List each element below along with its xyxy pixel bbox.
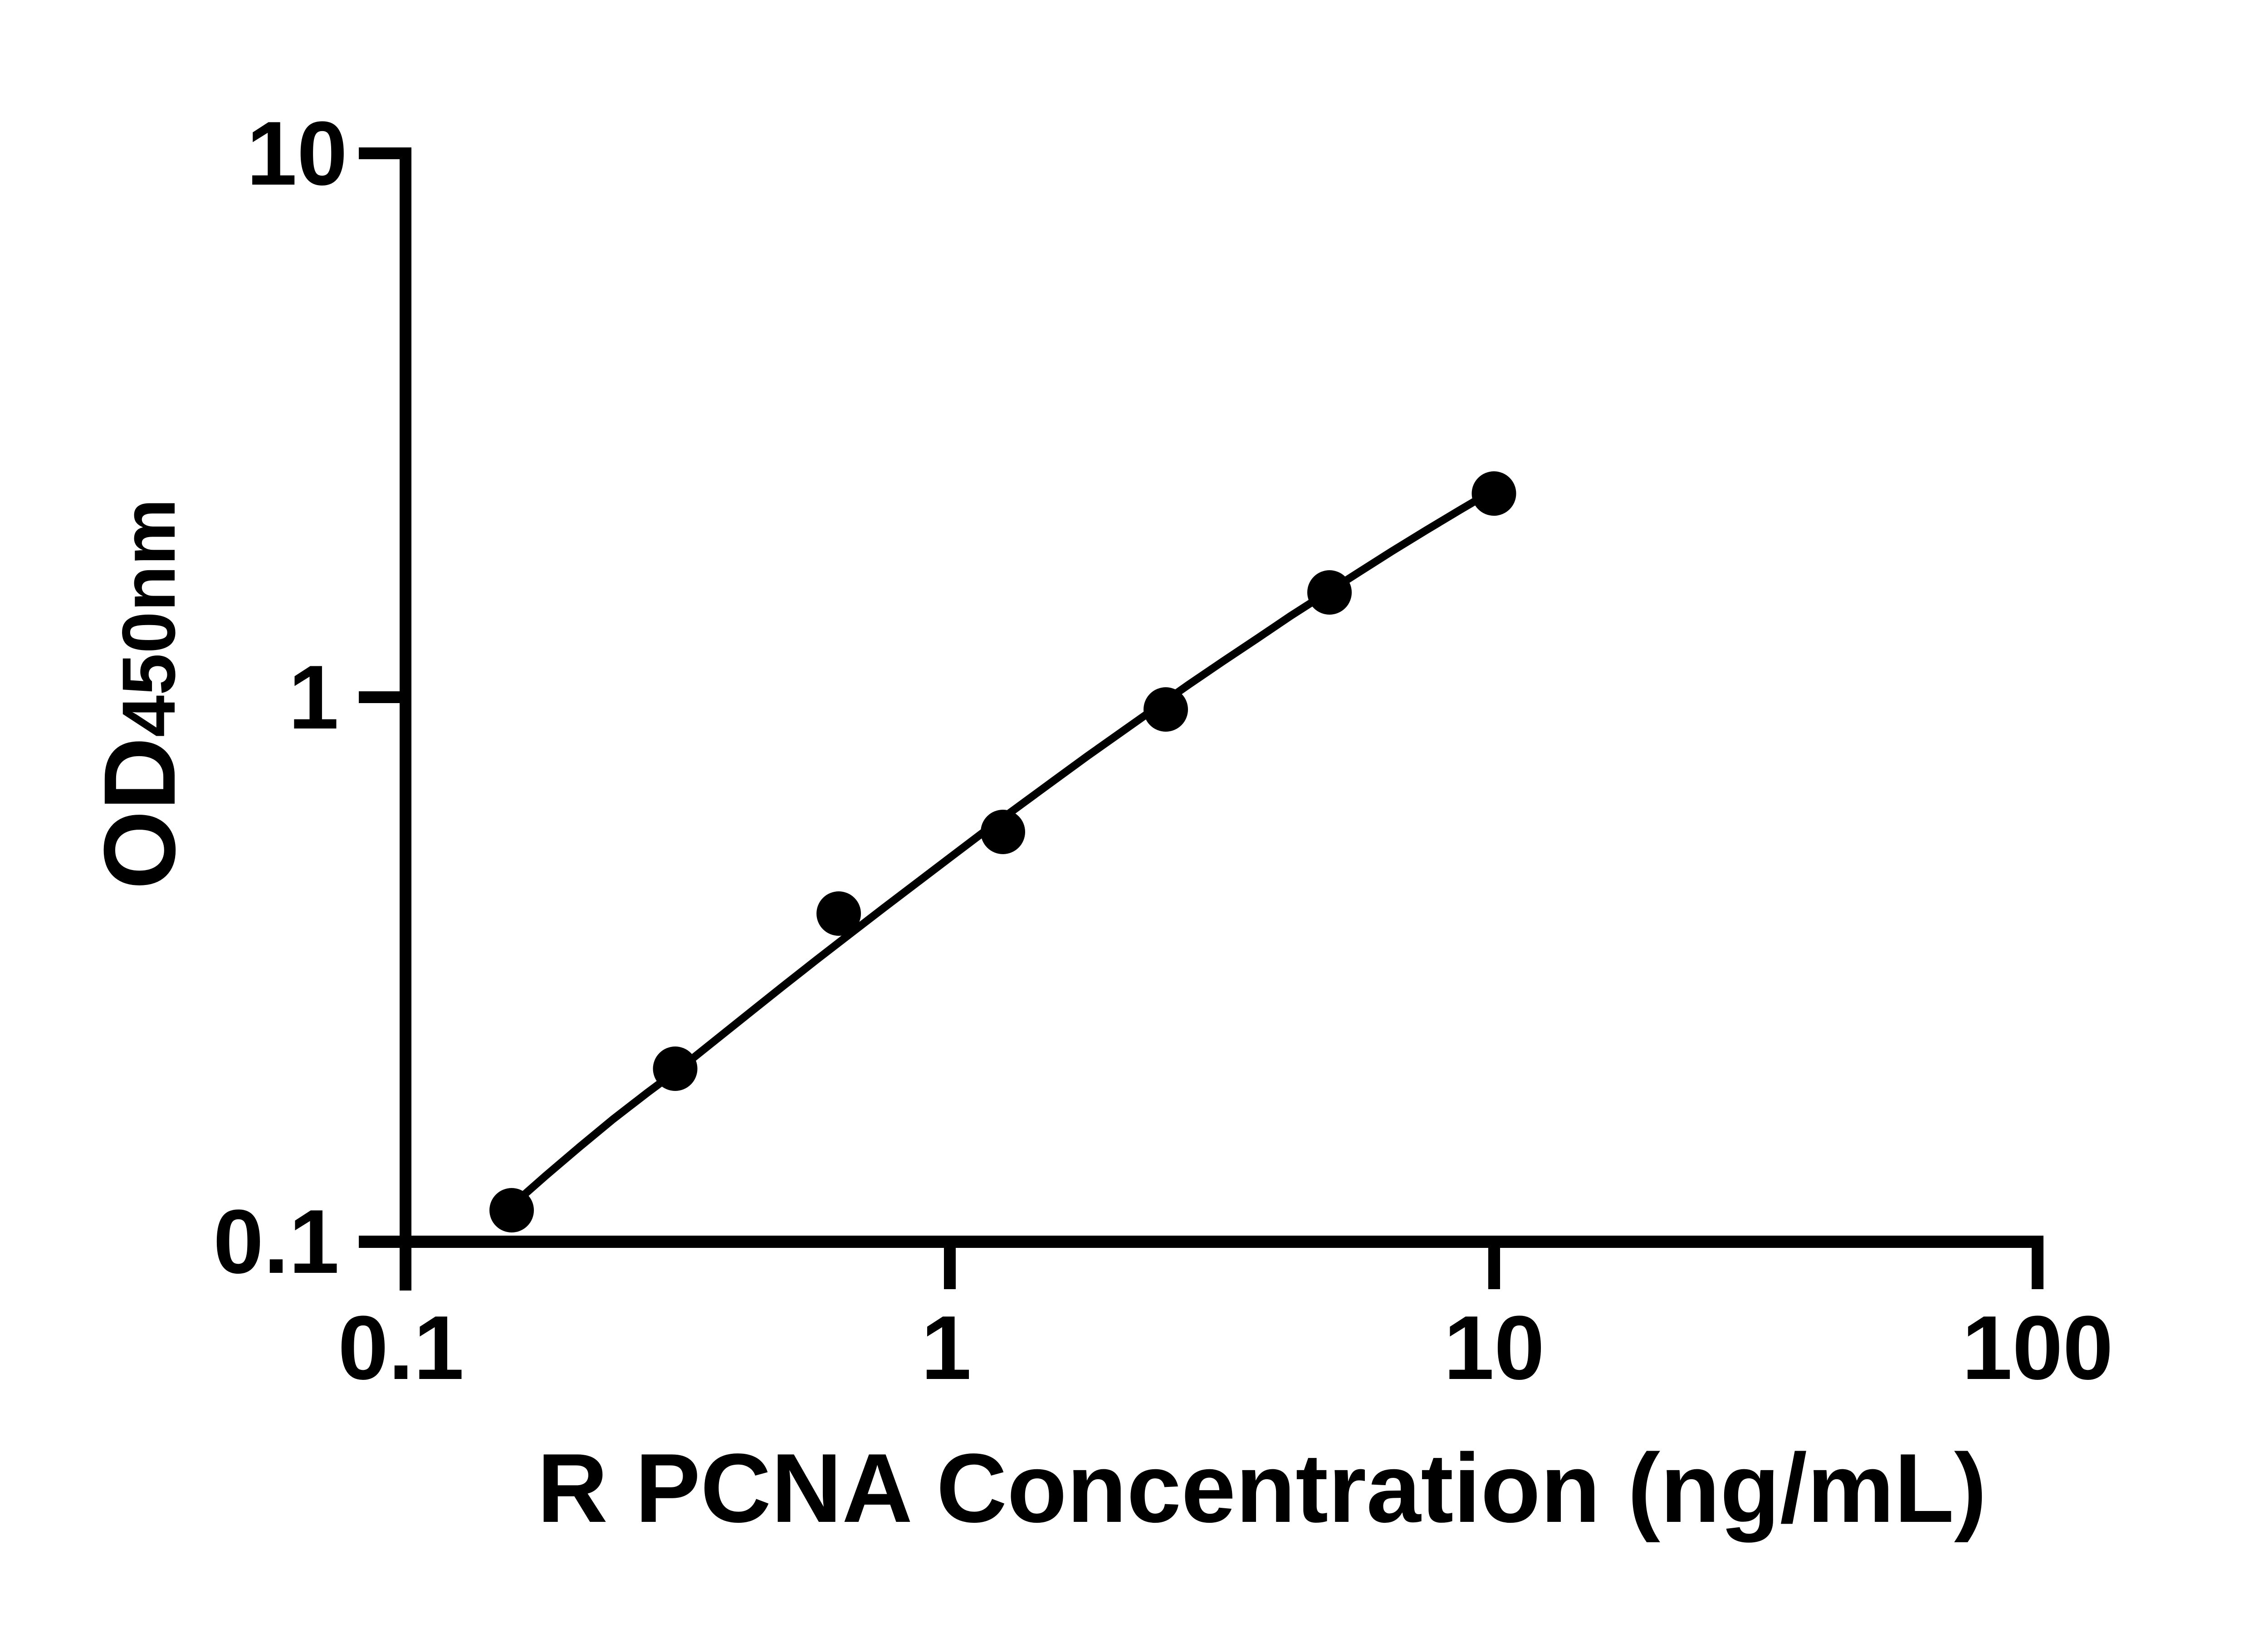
- svg-text:10: 10: [247, 103, 347, 204]
- svg-text:10: 10: [1444, 1297, 1545, 1398]
- svg-text:0.1: 0.1: [338, 1297, 464, 1398]
- svg-text:100: 100: [1962, 1297, 2113, 1398]
- svg-text:0.1: 0.1: [213, 1191, 339, 1292]
- svg-text:1: 1: [288, 647, 339, 748]
- svg-text:1: 1: [921, 1297, 971, 1398]
- svg-text:R PCNA Concentration (ng/mL): R PCNA Concentration (ng/mL): [537, 1433, 1987, 1543]
- svg-text:OD450nm: OD450nm: [83, 499, 196, 890]
